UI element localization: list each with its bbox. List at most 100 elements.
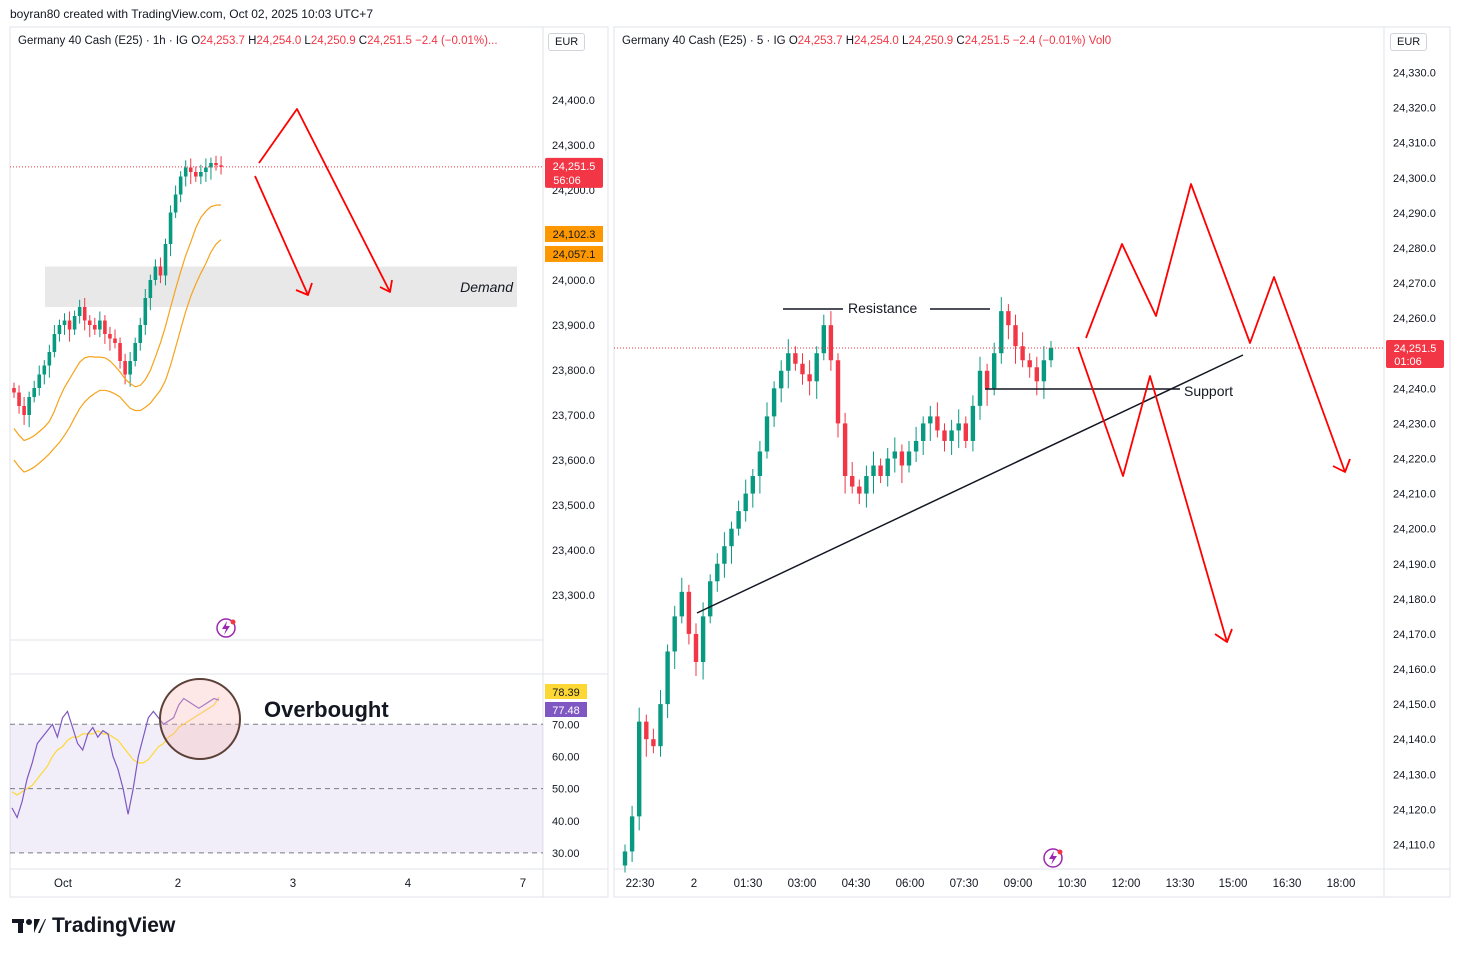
candle-body [885,458,890,477]
alert-dot-icon [230,619,236,625]
candle-body [158,266,163,276]
candle-body [163,244,168,276]
candle-body [77,307,82,316]
candle-body [771,388,777,417]
candle-body [72,316,77,330]
right-x-tick: 12:00 [1112,878,1141,890]
right-bullish-path [1085,183,1346,473]
demand-zone [45,266,517,307]
candle-body [708,581,713,617]
left-symbol: Germany 40 Cash (E25) · 1h · IG [18,35,189,47]
candle-body [921,423,926,441]
candle-body [1013,325,1018,347]
right-volume: Vol0 [1088,35,1112,47]
right-x-tick: 16:30 [1273,878,1302,890]
lightning-icon [216,618,236,638]
rsi-panel[interactable]: 70.00 60.00 50.00 40.00 30.00 78.39 77.48 Overb… [10,678,587,860]
candle-body [956,423,961,431]
right-price-chart[interactable]: 24,330.0 24,320.0 24,310.0 24,300.0 24,290.0… [614,68,1444,890]
candle-body [949,430,954,441]
price-tag-countdown: 56:06 [553,175,581,187]
panel-frames [9,26,1451,898]
candle-body [204,167,208,172]
right-y-tick: 24,180.0 [1393,594,1436,606]
candle-body [133,343,137,361]
right-y-tick: 24,170.0 [1393,629,1436,641]
right-y-tick: 24,330.0 [1393,68,1436,80]
right-y-tick: 24,120.0 [1393,804,1436,816]
right-y-tick: 24,290.0 [1393,208,1436,220]
right-currency-button[interactable]: EUR [1390,33,1428,51]
candle-body [999,311,1004,354]
candle-body [878,465,883,477]
candle-body [779,370,784,389]
candle-body [214,163,218,166]
rsi-y-tick: 40.00 [552,816,580,828]
candle-body [928,416,933,424]
ma-tag-1-box [545,225,603,242]
candle-body [857,486,862,494]
candle-body [67,320,72,330]
left-y-tick: 24,400.0 [552,95,595,107]
left-currency-button[interactable]: EUR [548,33,586,51]
tradingview-logo[interactable]: TradingView [12,914,175,938]
right-y-tick: 24,160.0 [1393,664,1436,676]
candle-body [1006,311,1011,326]
candle-body [1027,360,1032,368]
lightning-icon [1043,848,1063,868]
candle-body [750,476,755,494]
price-tag-value: 24,251.5 [553,161,596,173]
annotations [254,108,1351,643]
ascending-trendline [696,354,1244,614]
left-open: 24,253.7 [200,35,245,47]
candle-body [693,633,699,662]
candle-body [850,476,855,487]
support-label: Support [1184,383,1233,399]
candle-body [123,361,127,375]
candle-body [47,352,52,366]
right-y-tick: 24,230.0 [1393,418,1436,430]
left-x-tick: 2 [175,878,181,890]
rsi-tag-2-box [545,702,587,717]
candle-body [12,388,16,393]
alert-dot-icon [1057,849,1063,855]
left-arrowhead-2 [295,282,313,296]
left-projection-path [258,108,391,293]
right-y-tick: 24,200.0 [1393,524,1436,536]
candle-body [148,280,153,298]
left-low: 24,250.9 [310,35,356,47]
left-y-tick: 23,300.0 [552,590,595,602]
candle-body [679,591,684,617]
candle-body [199,172,203,177]
right-y-tick: 24,270.0 [1393,278,1436,290]
candle-body [188,167,193,172]
candle-body [729,528,734,547]
ma-tag-2: 24,057.1 [553,249,596,261]
left-x-tick: 4 [405,878,412,890]
candle-body [665,651,670,705]
left-y-tick: 23,700.0 [552,410,595,422]
right-y-tick: 24,150.0 [1393,699,1436,711]
candle-body [864,476,869,494]
candle-body [892,451,897,459]
candle-body [113,338,117,343]
candle-body [764,416,770,452]
candle-body [963,423,968,441]
candle-body [821,325,826,354]
candle-body [835,360,841,424]
right-symbol: Germany 40 Cash (E25) · 5 · IG [622,35,786,47]
right-y-tick: 24,320.0 [1393,103,1436,115]
rsi-tag-1: 78.39 [552,687,580,699]
left-y-tick: 23,800.0 [552,365,595,377]
left-x-tick: 7 [520,878,526,890]
candle-body [686,591,692,634]
right-x-tick: 09:00 [1004,878,1033,890]
rsi-ma-line [11,696,220,796]
candle-body [1048,347,1054,361]
right-close: 24,251.5 [964,35,1010,47]
left-price-chart[interactable]: 24,400.024,300.024,200.024,100.024,000.0… [10,95,603,890]
candle-body [800,363,805,375]
left-close: 24,251.5 [367,35,412,47]
rsi-y-tick: 50.00 [552,784,580,796]
